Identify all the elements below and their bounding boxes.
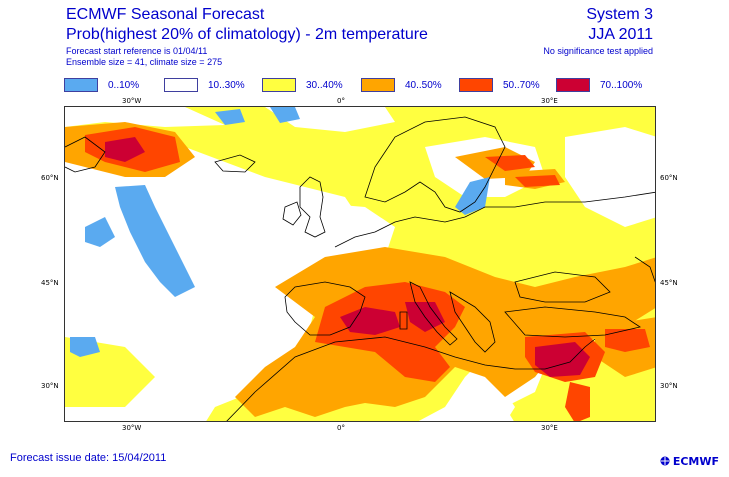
coastline-turkey bbox=[504, 306, 641, 338]
region-0-10 bbox=[70, 337, 100, 357]
legend-label: 30..40% bbox=[306, 80, 343, 91]
legend-label: 70..100% bbox=[600, 80, 643, 91]
map-title: ECMWF Seasonal Forecast bbox=[66, 6, 265, 23]
lon-tick-bottom: 30°E bbox=[541, 424, 558, 432]
legend-swatch bbox=[361, 78, 395, 92]
legend-label: 0..10% bbox=[108, 80, 140, 91]
legend-swatch bbox=[164, 78, 198, 92]
coastline-sardinia bbox=[399, 311, 408, 330]
legend-swatch bbox=[459, 78, 493, 92]
coastlines bbox=[65, 116, 655, 421]
forecast-start-reference: Forecast start reference is 01/04/11 bbox=[66, 46, 208, 56]
lon-tick-bottom: 30°W bbox=[122, 424, 142, 432]
ecmwf-logo-text: ECMWF bbox=[672, 455, 719, 468]
coastline-iceland bbox=[214, 154, 256, 173]
coastline-ireland bbox=[282, 201, 302, 226]
region-50-70 bbox=[515, 175, 560, 187]
lat-tick-left: 60°N bbox=[41, 174, 59, 182]
legend-swatch bbox=[262, 78, 296, 92]
map-subtitle: Prob(highest 20% of climatology) - 2m te… bbox=[66, 26, 428, 43]
legend-swatch bbox=[64, 78, 98, 92]
region-10-30 bbox=[465, 377, 515, 421]
coastline-balkans-greece bbox=[449, 291, 496, 353]
coastline-caspian bbox=[634, 256, 655, 283]
region-70-100 bbox=[105, 137, 145, 162]
lon-tick-top: 30°W bbox=[122, 97, 142, 105]
coastline-british-isles bbox=[299, 176, 326, 238]
lat-tick-left: 45°N bbox=[41, 279, 59, 287]
coastline-levant bbox=[544, 338, 596, 370]
lat-tick-right: 60°N bbox=[660, 174, 678, 182]
region-0-10 bbox=[215, 109, 245, 125]
region-70-100 bbox=[340, 307, 400, 335]
legend: 0..10% 10..30% 30..40% 40..50% 50..70% 7… bbox=[64, 78, 664, 96]
coastline-italy bbox=[409, 281, 458, 346]
region-0-10 bbox=[455, 177, 490, 215]
region-0-10 bbox=[115, 185, 195, 297]
coastline-iberia bbox=[284, 281, 366, 336]
lon-tick-top: 0° bbox=[337, 97, 345, 105]
lat-tick-left: 30°N bbox=[41, 382, 59, 390]
lon-tick-bottom: 0° bbox=[337, 424, 345, 432]
region-10-30 bbox=[305, 202, 395, 257]
forecast-map-svg bbox=[65, 107, 655, 421]
significance-note: No significance test applied bbox=[543, 46, 653, 56]
region-50-70 bbox=[485, 155, 535, 171]
lon-tick-top: 30°E bbox=[541, 97, 558, 105]
system-label: System 3 bbox=[586, 6, 653, 23]
lat-tick-right: 45°N bbox=[660, 279, 678, 287]
coastline-greenland bbox=[65, 136, 106, 173]
region-50-70 bbox=[565, 382, 590, 421]
probability-field bbox=[65, 107, 655, 421]
region-50-70 bbox=[605, 329, 650, 352]
coastline-mainland-europe bbox=[334, 191, 655, 248]
lat-tick-right: 30°N bbox=[660, 382, 678, 390]
legend-label: 50..70% bbox=[503, 80, 540, 91]
ensemble-size: Ensemble size = 41, climate size = 275 bbox=[66, 57, 223, 67]
season-label: JJA 2011 bbox=[588, 26, 653, 43]
forecast-map bbox=[64, 106, 656, 422]
legend-swatch bbox=[556, 78, 590, 92]
ecmwf-logo-icon bbox=[660, 456, 670, 466]
forecast-issue-date: Forecast issue date: 15/04/2011 bbox=[10, 452, 167, 464]
coastline-black-sea bbox=[514, 271, 611, 303]
region-0-10 bbox=[85, 217, 115, 247]
region-0-10 bbox=[270, 107, 300, 123]
legend-label: 40..50% bbox=[405, 80, 442, 91]
region-10-30 bbox=[65, 107, 225, 127]
legend-label: 10..30% bbox=[208, 80, 245, 91]
coastline-north-africa bbox=[226, 336, 545, 421]
coastline-scandinavia bbox=[364, 116, 506, 213]
ecmwf-logo: ECMWF bbox=[659, 455, 719, 468]
